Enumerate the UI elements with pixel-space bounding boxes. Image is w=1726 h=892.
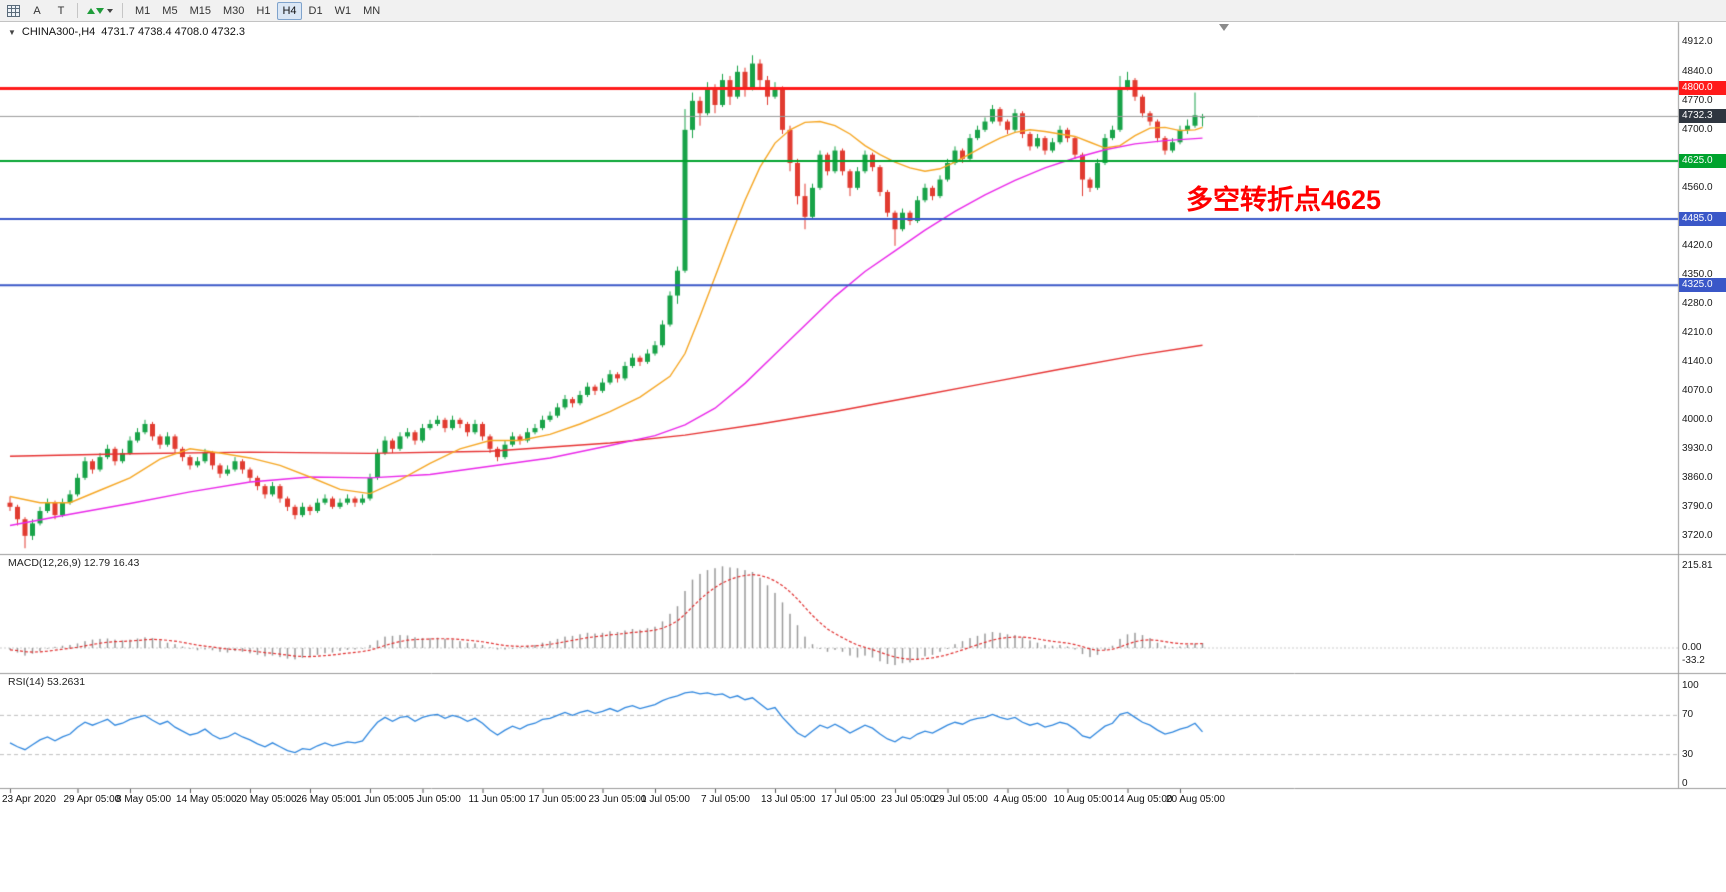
- collapse-arrow-icon[interactable]: ▼: [8, 27, 16, 37]
- rsi-label: RSI(14) 53.2631: [8, 676, 86, 688]
- timeframe-h4-button[interactable]: H4: [277, 1, 302, 20]
- price-tick: 3930.0: [1682, 442, 1713, 454]
- price-tag-4485.0: 4485.0: [1679, 211, 1726, 226]
- date-label: 11 Jun 05:00: [468, 794, 526, 805]
- date-label: 5 Jun 05:00: [408, 794, 461, 805]
- time-axis[interactable]: 23 Apr 2020 29 Apr 05:00 8 May 05:00 14 May…: [0, 794, 1726, 810]
- text-tool-button[interactable]: T: [57, 4, 65, 17]
- price-tag-4732.3: 4732.3: [1679, 109, 1726, 124]
- date-label: 13 Jul 05:00: [761, 794, 816, 805]
- date-label: 23 Jun 05:00: [588, 794, 647, 805]
- price-tick: 3790.0: [1682, 500, 1713, 512]
- price-tick: 4840.0: [1682, 65, 1713, 77]
- rsi-tick: 70: [1682, 709, 1694, 721]
- symbol-name: CHINA300-,H4: [21, 26, 96, 38]
- price-axis[interactable]: 4912.04840.04770.04700.04630.04560.04490…: [1679, 22, 1726, 789]
- rsi-tick: 0: [1682, 778, 1688, 789]
- price-tick: 4700.0: [1682, 123, 1713, 135]
- date-label: 1 Jul 05:00: [641, 794, 690, 805]
- toolbar-separator: [77, 3, 78, 18]
- timeframe-w1-button[interactable]: W1: [334, 4, 352, 17]
- timeframe-d1-button[interactable]: D1: [308, 4, 323, 17]
- timeframe-m5-button[interactable]: M5: [162, 4, 178, 17]
- date-label: 23 Jul 05:00: [881, 794, 936, 805]
- price-tag-4325.0: 4325.0: [1679, 278, 1726, 293]
- macd-tick: 215.81: [1682, 559, 1713, 571]
- chevron-down-icon: [107, 8, 113, 13]
- date-label: 7 Jul 05:00: [701, 794, 750, 805]
- date-label: 23 Apr 2020: [2, 794, 56, 805]
- price-tick: 4912.0: [1682, 36, 1713, 47]
- price-tick: 4210.0: [1682, 326, 1713, 338]
- price-tick: 4350.0: [1682, 268, 1713, 280]
- price-tick: 4560.0: [1682, 181, 1713, 193]
- rsi-tick: 30: [1682, 748, 1694, 760]
- arrows-dropdown-button[interactable]: [83, 2, 117, 20]
- macd-tick: 0.00: [1682, 642, 1702, 653]
- timeframe-m1-button[interactable]: M1: [135, 4, 151, 17]
- date-label: 1 Jun 05:00: [356, 794, 409, 805]
- date-label: 29 Apr 05:00: [63, 794, 121, 805]
- macd-tick: -33.2: [1682, 654, 1705, 666]
- toolbar: A T M1 M5 M15 M30 H1 H4 D1 W1 MN: [0, 0, 1726, 22]
- chart-shift-marker-icon[interactable]: [1219, 24, 1229, 31]
- price-tick: 3720.0: [1682, 529, 1713, 541]
- grid-icon: [7, 4, 20, 17]
- price-tick: 4070.0: [1682, 384, 1713, 396]
- up-arrow-icon: [87, 7, 95, 14]
- date-label: 10 Aug 05:00: [1053, 794, 1113, 805]
- annotation-text[interactable]: 多空转折点4625: [1186, 185, 1382, 215]
- date-label: 29 Jul 05:00: [933, 794, 989, 805]
- price-tick: 4420.0: [1682, 239, 1713, 251]
- down-arrow-icon: [96, 7, 104, 14]
- date-label: 20 May 05:00: [236, 794, 297, 805]
- date-label: 26 May 05:00: [296, 794, 357, 805]
- timeframe-mn-button[interactable]: MN: [363, 4, 381, 17]
- price-tag-4800.0: 4800.0: [1679, 81, 1726, 96]
- timeframe-m15-button[interactable]: M15: [189, 4, 211, 17]
- toolbar-separator: [122, 3, 123, 18]
- timeframe-h1-button[interactable]: H1: [256, 4, 271, 17]
- price-tick: 3860.0: [1682, 471, 1713, 483]
- timeframe-m30-button[interactable]: M30: [222, 4, 245, 17]
- date-label: 14 Aug 05:00: [1113, 794, 1173, 805]
- rsi-tick: 100: [1682, 680, 1699, 691]
- symbol-ohlc: 4731.7 4738.4 4708.0 4732.3: [101, 26, 246, 38]
- date-label: 20 Aug 05:00: [1166, 794, 1225, 805]
- macd-label: MACD(12,26,9) 12.79 16.43: [8, 557, 140, 569]
- date-label: 17 Jun 05:00: [528, 794, 587, 805]
- date-label: 17 Jul 05:00: [821, 794, 876, 805]
- price-tick: 4000.0: [1682, 413, 1713, 425]
- price-tick: 4770.0: [1682, 94, 1713, 106]
- symbol-info: ▼ CHINA300-,H4 4731.7 4738.4 4708.0 4732…: [8, 26, 245, 38]
- date-label: 4 Aug 05:00: [993, 794, 1047, 805]
- timeframe-group: M1 M5 M15 M30 H1 H4 D1 W1 MN: [130, 1, 385, 20]
- price-tick: 4280.0: [1682, 297, 1713, 309]
- date-label: 14 May 05:00: [176, 794, 237, 805]
- price-tick: 4140.0: [1682, 355, 1713, 367]
- grid-table-button[interactable]: [3, 2, 24, 20]
- price-tag-4625.0: 4625.0: [1679, 153, 1726, 168]
- date-label: 8 May 05:00: [116, 794, 172, 805]
- arrow-tool-button[interactable]: A: [33, 4, 41, 17]
